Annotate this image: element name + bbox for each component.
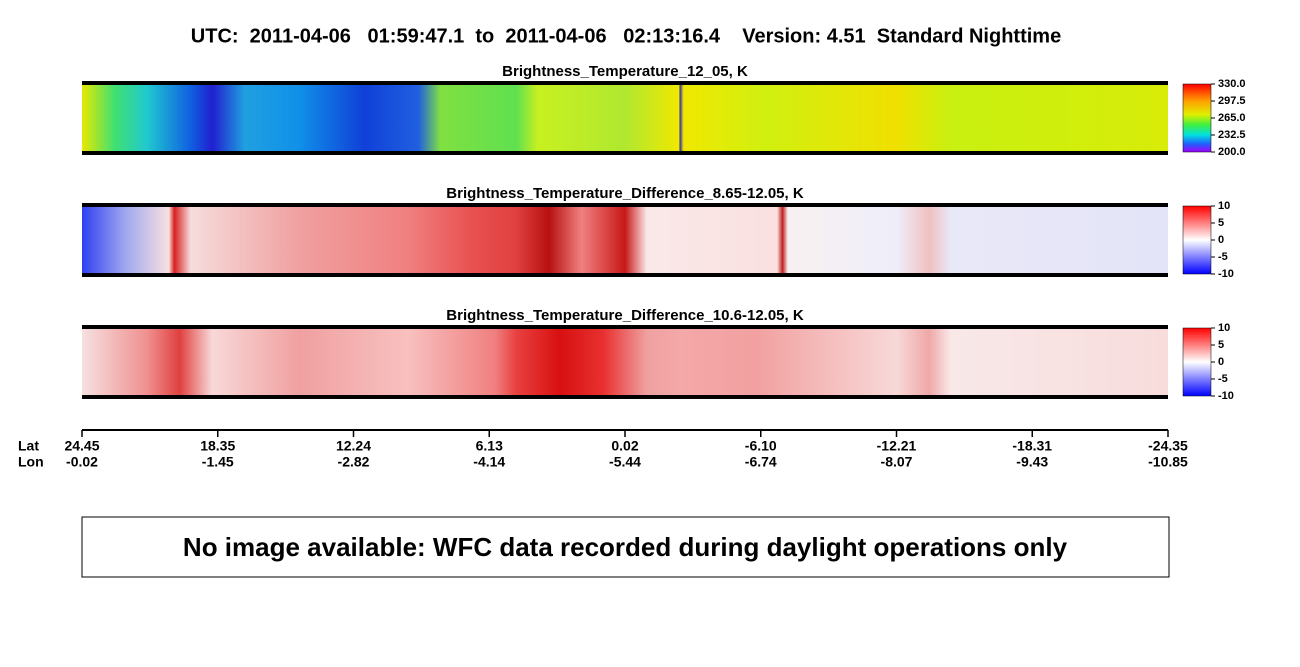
lon-tick-label: -5.44 — [609, 454, 641, 470]
lat-tick-label: -18.31 — [1012, 438, 1052, 454]
colorbar-label: -5 — [1218, 373, 1228, 385]
panel-border-bottom — [82, 151, 1168, 155]
colorbar-label: 297.5 — [1218, 95, 1246, 107]
colorbar-label: 10 — [1218, 200, 1230, 212]
title: UTC: 2011-04-06 01:59:47.1 to 2011-04-06… — [191, 25, 1061, 47]
colorbar-label: -10 — [1218, 390, 1234, 402]
lat-tick-label: 6.13 — [476, 438, 503, 454]
lon-tick-label: -8.07 — [881, 454, 913, 470]
colorbar-label: 10 — [1218, 322, 1230, 334]
colorbar-label: 0 — [1218, 234, 1224, 246]
panel-image — [82, 84, 1168, 152]
panel-title: Brightness_Temperature_12_05, K — [502, 63, 748, 80]
colorbar-label: 330.0 — [1218, 78, 1246, 90]
colorbar-label: -10 — [1218, 268, 1234, 280]
lon-tick-label: -0.02 — [66, 454, 98, 470]
colorbar — [1182, 83, 1212, 153]
panel-image — [82, 206, 1168, 274]
message-box — [81, 516, 1170, 578]
lat-tick-label: 12.24 — [336, 438, 371, 454]
lat-tick-label: -12.21 — [877, 438, 917, 454]
panel-title: Brightness_Temperature_Difference_10.6-1… — [446, 307, 804, 324]
panel-border-top — [82, 203, 1168, 207]
lat-tick-label: -6.10 — [745, 438, 777, 454]
panel-border-top — [82, 325, 1168, 329]
colorbar-label: 5 — [1218, 339, 1224, 351]
colorbar — [1182, 205, 1212, 275]
x-axis: 24.45-0.02 18.35-1.45 12.24-2.82 6.13-4.14 0… — [64, 430, 1188, 470]
colorbar-label: -5 — [1218, 251, 1228, 263]
lon-tick-label: -1.45 — [202, 454, 234, 470]
panels: Brightness_Temperature_12_05, K 330.0 297.… — [82, 63, 1246, 402]
lon-tick-label: -9.43 — [1016, 454, 1048, 470]
colorbar-label: 5 — [1218, 217, 1224, 229]
colorbar-label: 265.0 — [1218, 112, 1246, 124]
panel-border-bottom — [82, 395, 1168, 399]
colorbar — [1182, 327, 1212, 397]
panel-border-top — [82, 81, 1168, 85]
lat-tick-label: 24.45 — [64, 438, 99, 454]
lat-tick-label: 18.35 — [200, 438, 235, 454]
message: No image available: WFC data recorded du… — [183, 532, 1068, 562]
lon-tick-label: -2.82 — [338, 454, 370, 470]
lon-tick-label: -10.85 — [1148, 454, 1188, 470]
lat-tick-label: 0.02 — [611, 438, 638, 454]
panel-image — [82, 328, 1168, 396]
colorbar-label: 200.0 — [1218, 146, 1246, 158]
panel-border-bottom — [82, 273, 1168, 277]
lon-tick-label: -6.74 — [745, 454, 777, 470]
colorbar-label: 232.5 — [1218, 129, 1246, 141]
lat-tick-label: -24.35 — [1148, 438, 1188, 454]
colorbar-label: 0 — [1218, 356, 1224, 368]
lon-tick-label: -4.14 — [473, 454, 505, 470]
lon-label: Lon — [18, 454, 44, 470]
lat-label: Lat — [18, 438, 39, 454]
panel-title: Brightness_Temperature_Difference_8.65-1… — [446, 185, 804, 202]
